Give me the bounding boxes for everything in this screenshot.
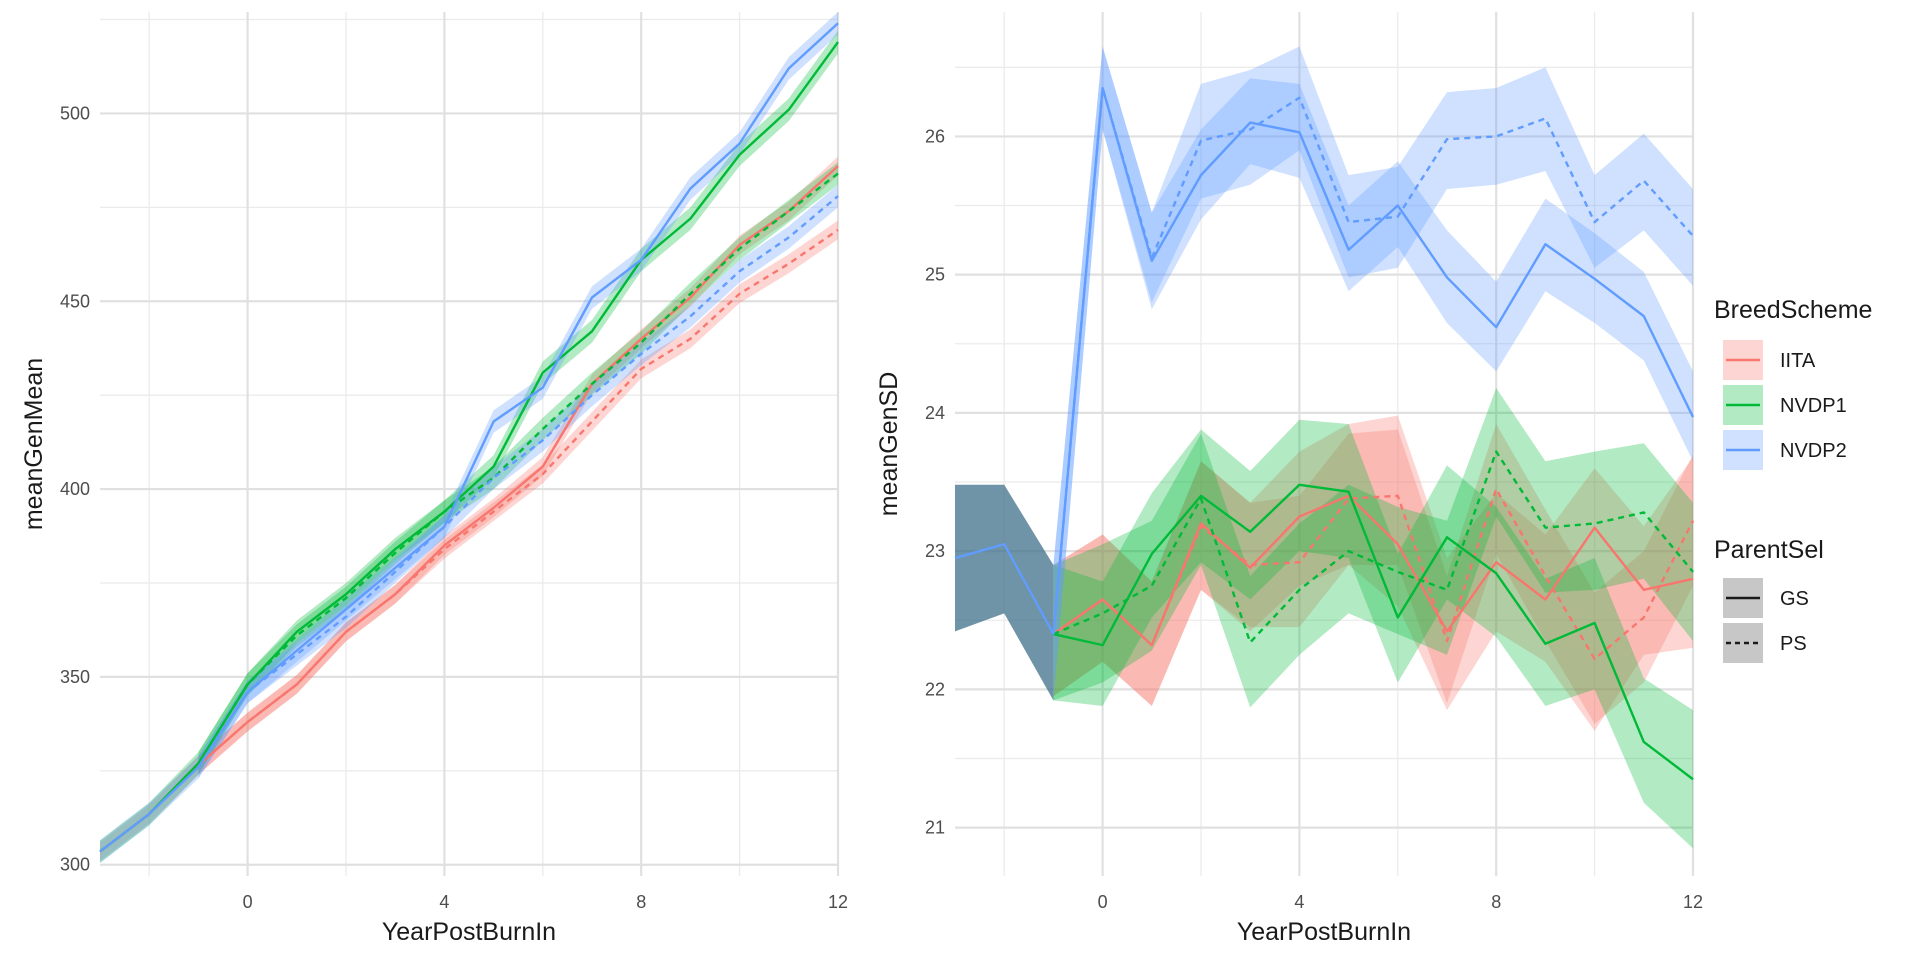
ribbon-IITA-GS bbox=[100, 156, 838, 861]
line-NVDP1-GS bbox=[1053, 483, 1694, 781]
line-NVDP2-GS bbox=[1052, 86, 1695, 635]
line-IITA-PS bbox=[197, 228, 839, 767]
x-axis-title: YearPostBurnIn bbox=[382, 918, 556, 946]
ribbon-NVDP2-PS bbox=[198, 184, 838, 779]
y-axis-title: meanGenSD bbox=[875, 372, 903, 517]
y-tick-label: 23 bbox=[925, 541, 945, 561]
y-tick-label: 25 bbox=[925, 265, 945, 285]
y-tick-label: 350 bbox=[60, 667, 90, 687]
y-tick-label: 450 bbox=[60, 291, 90, 311]
x-tick-label: 8 bbox=[1491, 892, 1501, 912]
legend-parentsel-items: GS PS bbox=[1723, 578, 1809, 663]
y-tick-label: 26 bbox=[925, 126, 945, 146]
burnin-ribbon bbox=[955, 484, 1054, 701]
x-tick-label: 8 bbox=[636, 892, 646, 912]
line-NVDP2-PS bbox=[1052, 86, 1694, 635]
ribbon-NVDP1-GS bbox=[1053, 419, 1693, 849]
x-tick-label: 12 bbox=[1683, 892, 1703, 912]
ribbon-IITA-PS bbox=[198, 220, 838, 775]
x-tick-label: 12 bbox=[828, 892, 848, 912]
ribbon-NVDP2-GS bbox=[100, 12, 838, 863]
y-tick-label: 400 bbox=[60, 479, 90, 499]
x-tick-label: 4 bbox=[1294, 892, 1304, 912]
legend-title-parentsel: ParentSel bbox=[1714, 536, 1824, 564]
line-NVDP1-PS bbox=[1052, 450, 1694, 644]
line-IITA-GS bbox=[1052, 494, 1694, 647]
y-tick-label: 21 bbox=[925, 818, 945, 838]
line-IITA-PS bbox=[1052, 487, 1695, 661]
y-tick-label: 22 bbox=[925, 679, 945, 699]
ribbon-IITA-GS bbox=[1053, 415, 1693, 731]
ribbon-NVDP2-PS bbox=[1053, 46, 1693, 701]
y-tick-label: 500 bbox=[60, 103, 90, 123]
x-tick-label: 4 bbox=[439, 892, 449, 912]
legend-label-NVDP2: NVDP2 bbox=[1780, 440, 1847, 462]
legend-label-IITA: IITA bbox=[1780, 350, 1816, 372]
legend-label-PS: PS bbox=[1780, 633, 1807, 655]
line-NVDP1-PS bbox=[197, 172, 839, 764]
ribbon-NVDP1-PS bbox=[1053, 388, 1693, 708]
ribbon-NVDP2-GS bbox=[1053, 46, 1693, 701]
x-tick-label: 0 bbox=[1098, 892, 1108, 912]
burnin-line bbox=[954, 542, 1055, 635]
x-axis-title: YearPostBurnIn bbox=[1237, 918, 1411, 946]
legend-breedscheme-items: IITA NVDP1 NVDP2 bbox=[1723, 340, 1847, 470]
y-tick-label: 24 bbox=[925, 403, 945, 423]
legend-label-NVDP1: NVDP1 bbox=[1780, 395, 1847, 417]
y-tick-label: 300 bbox=[60, 855, 90, 875]
legend-label-GS: GS bbox=[1780, 588, 1809, 610]
ribbon-IITA-PS bbox=[1053, 423, 1693, 724]
legend: BreedScheme IITA NVDP1 NVDP2 ParentSel GS P… bbox=[1714, 296, 1872, 663]
ribbon-NVDP1-PS bbox=[198, 162, 838, 775]
right-panel-meanGenSD: 0 4 8 12 21 22 23 24 25 26 YearPostBurnIn meanGenSD bbox=[875, 12, 1703, 946]
line-NVDP2-PS bbox=[197, 195, 839, 768]
y-axis-title: meanGenMean bbox=[20, 358, 48, 530]
legend-title-breedscheme: BreedScheme bbox=[1714, 296, 1872, 324]
x-tick-label: 0 bbox=[243, 892, 253, 912]
left-panel-meanGenMean: 0 4 8 12 300 350 400 450 500 YearPostBurnIn meanGe… bbox=[20, 12, 848, 946]
ribbon-NVDP1-GS bbox=[100, 30, 838, 863]
